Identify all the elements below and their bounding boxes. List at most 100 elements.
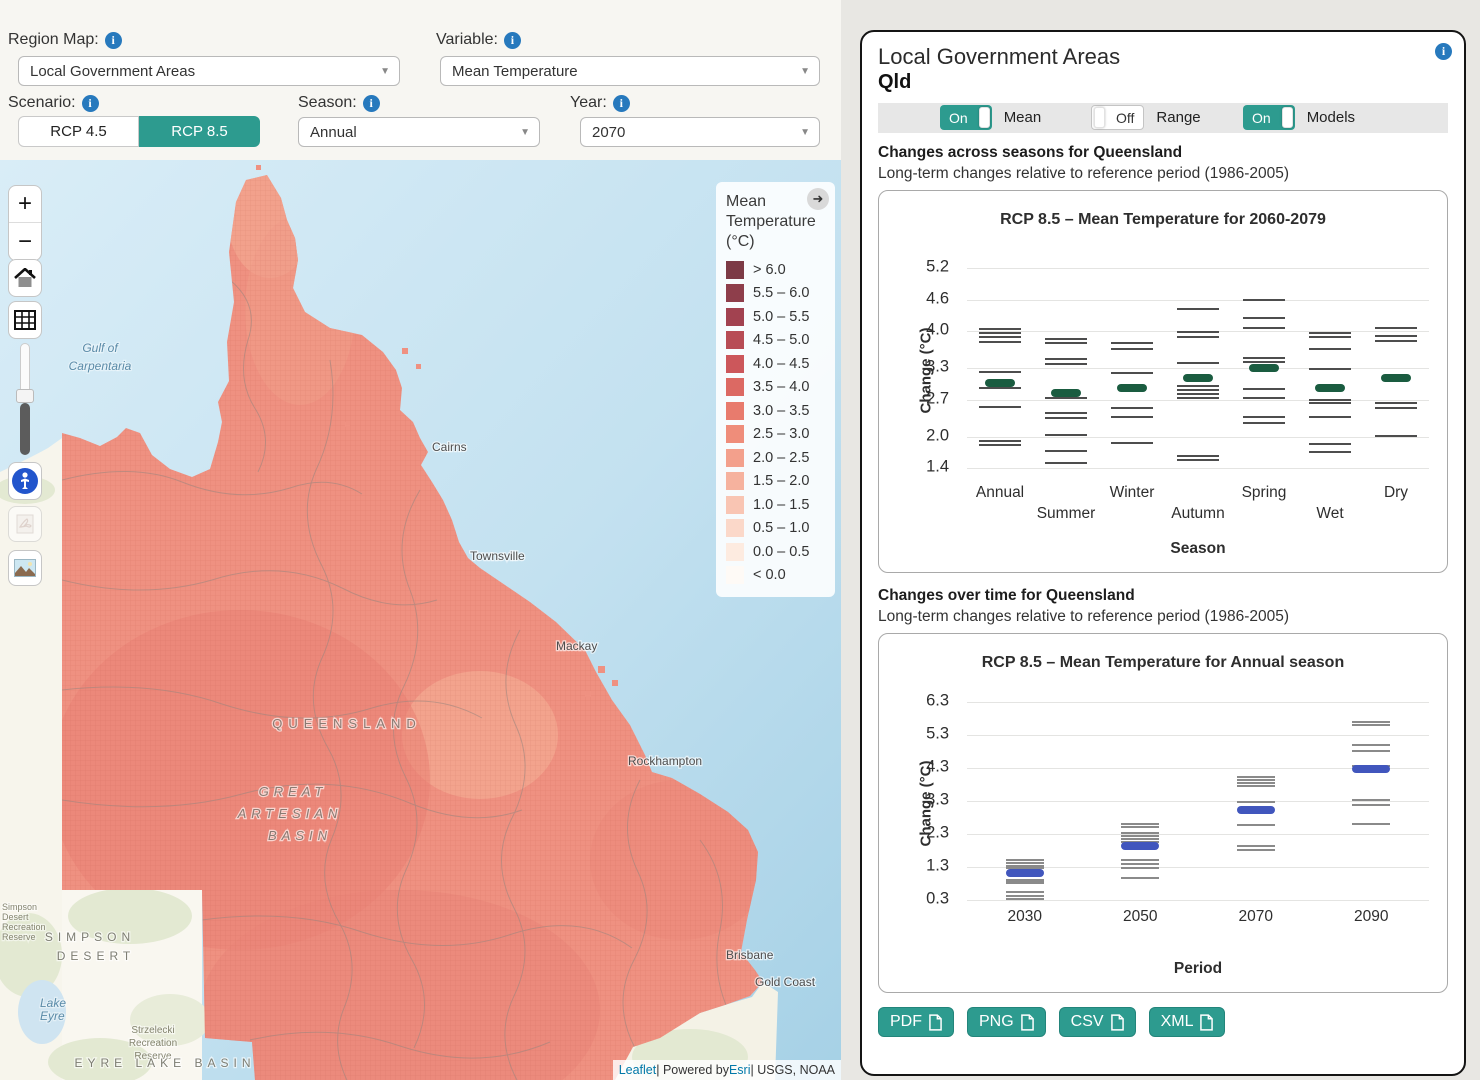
mean-dash	[1381, 374, 1411, 383]
year-info-icon[interactable]: i	[612, 94, 630, 112]
toggle-mean[interactable]: On	[940, 105, 992, 130]
chart-title: RCP 8.5 – Mean Temperature for 2060-2079	[1000, 211, 1326, 228]
export-xml-button[interactable]: XML	[1148, 1007, 1226, 1037]
mean-dash	[1005, 868, 1044, 877]
gridline	[967, 436, 1429, 438]
panel-subtitle: Qld	[878, 71, 912, 93]
legend-collapse-button[interactable]: ➜	[807, 188, 829, 210]
model-dash	[1045, 341, 1087, 344]
model-dash	[1045, 416, 1087, 419]
mean-dash	[985, 379, 1015, 388]
legend-swatch	[726, 260, 744, 279]
model-dash	[1111, 416, 1153, 419]
legend-swatch	[726, 519, 744, 538]
model-dash	[1177, 335, 1219, 338]
rcp45-button[interactable]: RCP 4.5	[18, 116, 139, 147]
model-dash	[979, 340, 1021, 343]
model-dash	[1243, 361, 1285, 364]
model-dash	[1177, 455, 1219, 457]
home-extent-button[interactable]	[8, 259, 42, 297]
slider-handle[interactable]	[16, 389, 34, 403]
x-tick-label: 2030	[1007, 908, 1042, 925]
zoom-in-button[interactable]: +	[9, 186, 41, 223]
model-dash	[1121, 838, 1160, 841]
legend-item-label: 3.0 – 3.5	[753, 402, 810, 419]
legend-swatch	[726, 566, 744, 585]
year-value: 2070	[592, 123, 626, 141]
y-tick-label: 2.0	[926, 426, 949, 445]
x-axis-ticks: Annual Summer Winter Autumn Spring Wet Dry	[967, 478, 1429, 528]
toggle-label: Mean	[1003, 109, 1042, 126]
model-dash	[1375, 402, 1417, 405]
x-tick-label: Wet	[1316, 505, 1344, 522]
variable-select[interactable]: Mean Temperature ▼	[440, 56, 820, 86]
scenario-button-group: RCP 4.5 RCP 8.5	[18, 116, 260, 147]
variable-info-icon[interactable]: i	[503, 31, 521, 49]
home-icon	[14, 268, 36, 287]
export-button-label: CSV	[1070, 1013, 1104, 1030]
gridline	[967, 368, 1429, 370]
toggle-models[interactable]: On	[1243, 105, 1295, 130]
chevron-down-icon: ▼	[800, 126, 810, 138]
model-dash	[979, 336, 1021, 339]
model-dash	[1177, 330, 1219, 333]
scenario-info-icon[interactable]: i	[81, 94, 99, 112]
rcp85-button[interactable]: RCP 8.5	[139, 116, 260, 147]
export-png-button[interactable]: PNG	[967, 1007, 1046, 1037]
legend-item: 3.5 – 4.0	[726, 376, 827, 400]
info-person-icon	[12, 468, 38, 494]
leaflet-link[interactable]: Leaflet	[618, 1063, 657, 1077]
region-map-info-icon[interactable]: i	[104, 31, 122, 49]
model-dash	[1375, 327, 1417, 330]
qld-overlay	[62, 165, 763, 1080]
identify-tool-button[interactable]	[8, 462, 42, 500]
region-map-select[interactable]: Local Government Areas ▼	[18, 56, 400, 86]
esri-link[interactable]: Esri	[728, 1063, 751, 1077]
slider-track	[20, 343, 30, 395]
seasons-section-heading: Changes across seasons for Queensland	[878, 144, 1183, 161]
export-map-pdf-button[interactable]	[8, 506, 42, 542]
x-tick-label: 2050	[1123, 908, 1158, 925]
year-select[interactable]: 2070 ▼	[580, 117, 820, 147]
toggle-strip: On Mean Off Range On Models	[878, 103, 1448, 133]
x-tick-label: Annual	[975, 484, 1025, 501]
model-dash	[1045, 449, 1087, 452]
export-csv-button[interactable]: CSV	[1058, 1007, 1136, 1037]
season-label: Season: i	[298, 94, 380, 112]
x-tick-label: Spring	[1241, 484, 1287, 501]
mean-dash	[1315, 383, 1345, 392]
model-dash	[1111, 441, 1153, 444]
plot-area	[967, 255, 1429, 476]
export-map-image-button[interactable]	[8, 550, 42, 586]
xml-file-icon	[1200, 1013, 1214, 1031]
lake-eyre	[18, 980, 66, 1044]
region-map-label: Region Map: i	[8, 31, 122, 49]
model-dash	[1352, 724, 1391, 727]
toggle-label: Models	[1306, 109, 1356, 126]
y-tick-label: 4.0	[926, 320, 949, 339]
season-info-icon[interactable]: i	[362, 94, 380, 112]
gulf-label-2: Carpentaria	[69, 359, 132, 373]
legend-item: 1.5 – 2.0	[726, 470, 827, 494]
leaflet-map[interactable]: Gulf of Carpentaria Cairns Townsville Ma…	[0, 160, 841, 1080]
gridline	[967, 767, 1429, 769]
season-select[interactable]: Annual ▼	[298, 117, 540, 147]
model-dash	[1243, 416, 1285, 419]
grid-icon	[14, 310, 36, 330]
gridline	[967, 866, 1429, 868]
model-dash	[1177, 397, 1219, 400]
queensland-label: QUEENSLAND	[272, 716, 422, 731]
simpson-label-2: DESERT	[57, 949, 135, 963]
chevron-down-icon: ▼	[380, 65, 390, 77]
toggle-range[interactable]: Off	[1091, 105, 1145, 130]
opacity-slider[interactable]	[16, 343, 34, 455]
panel-info-icon[interactable]: i	[1435, 43, 1452, 60]
model-dash	[1309, 367, 1351, 370]
model-dash	[1243, 387, 1285, 390]
legend-item-label: 0.0 – 0.5	[753, 543, 810, 560]
grid-layer-button[interactable]	[8, 301, 42, 339]
export-pdf-button[interactable]: PDF	[878, 1007, 954, 1037]
zoom-out-button[interactable]: −	[17, 227, 32, 255]
panel-info-icon-wrap: i	[1435, 42, 1452, 60]
gridline	[967, 399, 1429, 401]
